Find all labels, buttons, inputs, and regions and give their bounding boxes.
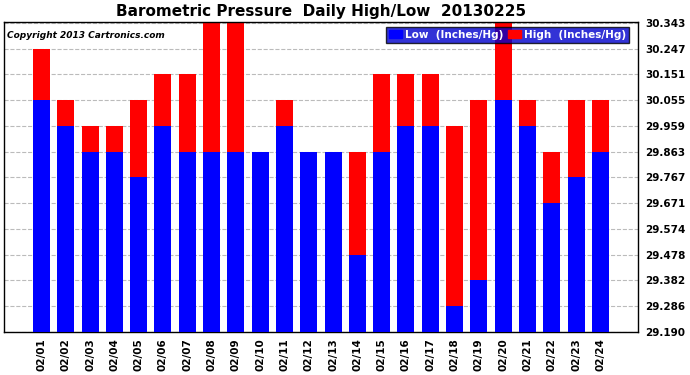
Bar	[252, 152, 268, 332]
Bar	[397, 126, 415, 332]
Bar	[106, 126, 123, 332]
Bar	[324, 152, 342, 332]
Bar	[81, 126, 99, 332]
Bar	[349, 255, 366, 332]
Bar	[446, 306, 463, 332]
Bar	[422, 75, 439, 332]
Bar	[543, 152, 560, 332]
Bar	[422, 126, 439, 332]
Bar	[155, 126, 172, 332]
Bar	[373, 152, 390, 332]
Bar	[592, 152, 609, 332]
Bar	[130, 100, 147, 332]
Bar	[179, 152, 196, 332]
Bar	[276, 100, 293, 332]
Bar	[495, 23, 512, 332]
Bar	[155, 75, 172, 332]
Bar	[57, 100, 75, 332]
Bar	[228, 23, 244, 332]
Bar	[276, 126, 293, 332]
Bar	[397, 75, 415, 332]
Legend: Low  (Inches/Hg), High  (Inches/Hg): Low (Inches/Hg), High (Inches/Hg)	[386, 27, 629, 43]
Bar	[57, 126, 75, 332]
Text: Copyright 2013 Cartronics.com: Copyright 2013 Cartronics.com	[8, 31, 165, 40]
Bar	[373, 75, 390, 332]
Bar	[300, 152, 317, 332]
Bar	[203, 23, 220, 332]
Bar	[568, 100, 584, 332]
Bar	[33, 100, 50, 332]
Bar	[203, 152, 220, 332]
Bar	[81, 152, 99, 332]
Bar	[519, 126, 536, 332]
Bar	[300, 152, 317, 332]
Bar	[33, 49, 50, 332]
Bar	[446, 126, 463, 332]
Bar	[324, 152, 342, 332]
Bar	[252, 152, 268, 332]
Bar	[495, 100, 512, 332]
Bar	[471, 280, 487, 332]
Bar	[179, 75, 196, 332]
Bar	[349, 152, 366, 332]
Bar	[471, 100, 487, 332]
Bar	[106, 152, 123, 332]
Bar	[519, 100, 536, 332]
Bar	[228, 152, 244, 332]
Bar	[130, 177, 147, 332]
Bar	[592, 100, 609, 332]
Bar	[543, 203, 560, 332]
Title: Barometric Pressure  Daily High/Low  20130225: Barometric Pressure Daily High/Low 20130…	[116, 4, 526, 19]
Bar	[568, 177, 584, 332]
